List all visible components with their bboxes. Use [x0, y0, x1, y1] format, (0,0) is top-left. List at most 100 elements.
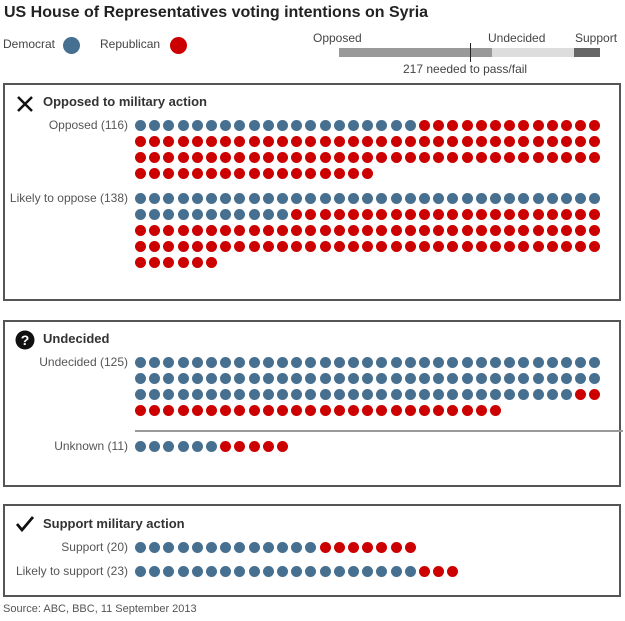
democrat-dot — [220, 120, 232, 131]
republican-dot — [177, 405, 189, 416]
republican-dot — [348, 241, 359, 252]
democrat-dot — [319, 566, 331, 577]
republican-dot — [291, 225, 303, 236]
republican-dot — [262, 152, 274, 163]
republican-dot — [177, 241, 189, 252]
democrat-dot — [362, 566, 374, 577]
republican-dot — [404, 225, 416, 236]
democrat-dot — [546, 389, 558, 400]
democrat-dot — [248, 193, 260, 204]
democrat-dot — [149, 373, 161, 384]
republican-dot — [490, 120, 501, 131]
threshold-marker — [469, 43, 471, 62]
democrat-dot — [319, 389, 331, 400]
democrat-dot — [504, 389, 516, 400]
democrat-dot — [376, 193, 388, 204]
democrat-dot — [291, 373, 303, 384]
republican-dot — [447, 566, 459, 577]
democrat-dot — [206, 373, 217, 384]
republican-dot — [546, 241, 558, 252]
republican-dot — [561, 136, 572, 147]
republican-dot — [518, 136, 530, 147]
democrat-dot — [177, 193, 189, 204]
republican-dot — [206, 257, 217, 268]
republican-dot — [149, 225, 161, 236]
republican-dot — [149, 152, 161, 163]
democrat-dot — [135, 441, 146, 452]
republican-dot — [575, 241, 587, 252]
democrat-dot — [191, 566, 203, 577]
democrat-dot — [262, 357, 274, 368]
republican-dot — [191, 225, 203, 236]
republican-dot — [220, 225, 232, 236]
republican-dot — [206, 241, 217, 252]
republican-dot — [220, 136, 232, 147]
democrat-dot — [220, 357, 232, 368]
republican-dot — [475, 136, 487, 147]
democrat-dot — [333, 566, 345, 577]
republican-dot — [149, 136, 161, 147]
democrat-dot — [277, 542, 288, 553]
democrat-dot — [248, 373, 260, 384]
democrat-dot — [348, 357, 359, 368]
democrat-dot — [149, 566, 161, 577]
republican-dot — [262, 405, 274, 416]
republican-dot — [291, 209, 303, 220]
democrat-dot — [206, 120, 217, 131]
republican-dot — [504, 152, 516, 163]
republican-dot — [390, 209, 402, 220]
democrat-dot — [348, 566, 359, 577]
republican-dot — [589, 389, 601, 400]
democrat-dot — [490, 357, 501, 368]
group-label: Opposed (116) — [48, 118, 128, 132]
democrat-dot — [234, 120, 246, 131]
democrat-dot — [234, 542, 246, 553]
democrat-dot — [404, 373, 416, 384]
republican-dot — [220, 168, 232, 179]
republican-dot — [305, 209, 317, 220]
democrat-dot — [461, 193, 473, 204]
divider — [135, 430, 623, 432]
republican-dot — [475, 225, 487, 236]
democrat-dot — [291, 389, 303, 400]
democrat-dot — [262, 566, 274, 577]
democrat-dot — [206, 209, 217, 220]
democrat-dot — [262, 193, 274, 204]
republican-dot — [248, 405, 260, 416]
republican-dot — [419, 566, 430, 577]
democrat-dot — [191, 373, 203, 384]
democrat-dot — [461, 389, 473, 400]
republican-dot — [177, 168, 189, 179]
democrat-dot — [589, 373, 601, 384]
democrat-dot — [277, 193, 288, 204]
democrat-dot — [518, 389, 530, 400]
democrat-dot — [419, 373, 430, 384]
democrat-dot — [191, 542, 203, 553]
democrat-dot — [163, 357, 175, 368]
democrat-dot — [404, 357, 416, 368]
democrat-dot — [277, 209, 288, 220]
democrat-dot — [220, 542, 232, 553]
republican-dot — [575, 136, 587, 147]
republican-dot — [419, 225, 430, 236]
democrat-dot — [191, 389, 203, 400]
republican-dot — [433, 120, 445, 131]
bar-undecided-label: Undecided — [488, 31, 546, 45]
republican-dot — [220, 241, 232, 252]
democrat-dot — [589, 357, 601, 368]
democrat-dot — [376, 566, 388, 577]
republican-dot — [404, 209, 416, 220]
democrat-dot — [348, 389, 359, 400]
democrat-dot — [362, 193, 374, 204]
republican-dot — [333, 168, 345, 179]
republican-dot — [177, 136, 189, 147]
democrat-dot — [319, 120, 331, 131]
democrat-dot — [433, 357, 445, 368]
republican-dot — [518, 209, 530, 220]
republican-dot — [348, 225, 359, 236]
republican-dot — [348, 405, 359, 416]
republican-dot — [177, 257, 189, 268]
republican-dot — [149, 241, 161, 252]
republican-dot — [177, 225, 189, 236]
republican-dot — [234, 168, 246, 179]
